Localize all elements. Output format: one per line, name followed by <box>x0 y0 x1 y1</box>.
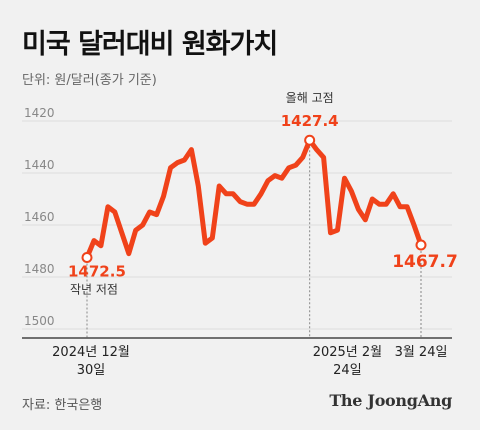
grid-layer: 1420 1440 1460 1480 1500 <box>22 106 452 339</box>
x-tick-label: 24일 <box>333 363 362 378</box>
data-label: 1427.4 <box>281 112 339 130</box>
y-tick-label: 1420 <box>24 106 55 120</box>
x-tick-label: 3월 24일 <box>395 345 448 360</box>
annotation-marker <box>81 252 93 263</box>
chart-title: 미국 달러대비 원화가치 <box>22 29 278 60</box>
data-label: 1472.5 <box>68 263 126 281</box>
annotation-label: 올해 고점 <box>286 91 334 105</box>
annotation-marker <box>304 134 316 146</box>
annotation-label: 작년 저점 <box>70 283 118 297</box>
x-tick-label: 2024년 12월 <box>52 345 130 360</box>
source-label: 자료: 한국은행 <box>22 398 103 413</box>
label-layer: 1472.5 작년 저점 올해 고점 1427.4 1467.7 2024년 12월 30일… <box>52 91 458 378</box>
brand-logo: The JoongAng <box>329 391 452 410</box>
y-tick-label: 1480 <box>24 262 55 276</box>
annotation-marker <box>415 239 427 251</box>
y-tick-label: 1500 <box>24 314 55 328</box>
series-layer <box>84 137 424 260</box>
guide-layer <box>86 146 422 338</box>
y-tick-label: 1440 <box>24 158 55 172</box>
unit-label: 단위: 원/달러(종가 기준) <box>22 73 157 88</box>
x-tick-label: 30일 <box>77 363 106 378</box>
point-layer <box>81 134 427 263</box>
series-line <box>84 137 424 260</box>
y-tick-label: 1460 <box>24 210 55 224</box>
data-label: 1467.7 <box>392 252 458 272</box>
x-tick-label: 2025년 2월 <box>313 345 382 360</box>
